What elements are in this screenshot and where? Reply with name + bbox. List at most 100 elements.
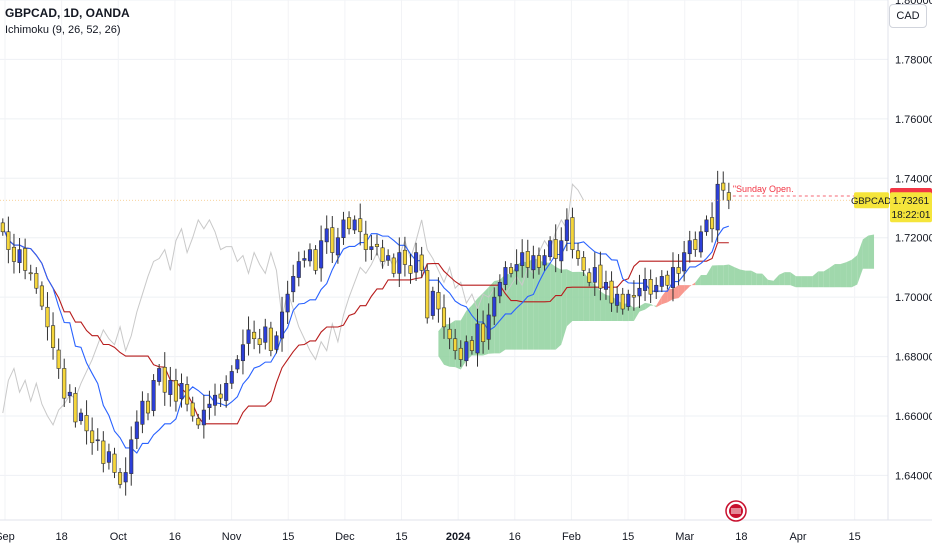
candle-body: [78, 412, 84, 422]
candle-body: [542, 255, 547, 266]
cloud-segment: [533, 258, 539, 350]
candle-body: [648, 279, 653, 295]
cloud-segment: [795, 276, 802, 288]
tradingview-logo-icon[interactable]: [725, 500, 747, 522]
candle: [620, 287, 625, 315]
candle-body: [140, 400, 145, 425]
candle: [84, 400, 89, 445]
candle-body: [386, 255, 391, 261]
candle-body: [134, 421, 139, 439]
candle-body: [514, 264, 519, 272]
candle: [296, 251, 301, 287]
candle: [39, 281, 44, 311]
time-tick-label: 16: [509, 531, 521, 543]
candle-body: [486, 314, 491, 340]
cloud-segment: [522, 261, 528, 350]
candle-body: [168, 380, 173, 395]
candle: [503, 261, 508, 291]
cloud-segment: [723, 264, 729, 286]
cloud-segment: [823, 267, 830, 288]
price-tick-label: 1.78000: [895, 54, 932, 66]
candle-body: [185, 384, 190, 405]
candle-body: [598, 264, 603, 289]
candle: [95, 428, 100, 451]
candle-body: [380, 247, 385, 262]
candle-body: [374, 243, 380, 247]
candle: [570, 207, 575, 259]
candle-body: [212, 394, 218, 406]
candle: [715, 170, 720, 243]
candle: [464, 335, 469, 367]
time-tick-label: 15: [395, 531, 407, 543]
cloud-segment: [555, 266, 562, 350]
cloud-segment: [505, 274, 512, 350]
candle-body: [581, 257, 586, 271]
time-tick-label: 15: [849, 531, 861, 543]
candle-body: [391, 257, 396, 274]
cloud-segment: [762, 273, 768, 286]
cloud-segment: [527, 258, 534, 350]
candle-body: [17, 249, 22, 263]
candle-body: [280, 311, 285, 339]
candle-body: [341, 219, 346, 239]
candle: [581, 251, 586, 277]
candle: [693, 231, 698, 257]
cloud-segment: [801, 276, 808, 288]
cloud-segment: [868, 234, 875, 269]
candle: [453, 328, 458, 360]
candle-body: [190, 402, 195, 417]
price-tick-label: 1.80000: [895, 0, 932, 7]
candle: [402, 236, 407, 277]
cloud-segment: [784, 272, 791, 286]
candle-body: [28, 272, 33, 275]
candle-body: [235, 359, 240, 370]
candle-body: [201, 409, 206, 426]
candle: [51, 312, 56, 360]
candle: [313, 245, 318, 275]
candle-body: [631, 295, 636, 298]
candle-body: [369, 246, 374, 250]
cloud-segment: [728, 264, 735, 286]
time-tick-label: Apr: [789, 531, 806, 543]
candle: [190, 396, 195, 422]
time-tick-label: 15: [622, 531, 634, 543]
candle-body: [73, 393, 78, 423]
candle-body: [670, 267, 676, 288]
candle-body: [726, 192, 731, 201]
candle: [419, 246, 424, 278]
cloud-segment: [650, 303, 657, 308]
candle: [335, 227, 340, 264]
candle: [62, 358, 67, 407]
cloud-segment: [589, 279, 595, 322]
candle: [704, 215, 709, 236]
candle: [224, 375, 229, 408]
candle: [90, 417, 95, 455]
candle-body: [101, 440, 106, 464]
candle-body: [162, 366, 167, 393]
candle-body: [62, 368, 67, 399]
indicator-legend[interactable]: Ichimoku (9, 26, 52, 26): [5, 24, 121, 36]
candle: [0, 218, 5, 236]
countdown-value: 18:22:01: [892, 210, 931, 221]
candle: [268, 321, 273, 357]
candle: [492, 287, 497, 325]
cloud-segment: [438, 324, 444, 365]
candle-body: [352, 219, 357, 231]
lagging-span-line: [2, 183, 585, 427]
candle: [6, 216, 11, 264]
candle-body: [553, 239, 558, 259]
currency-button[interactable]: CAD: [889, 4, 927, 28]
candle: [520, 239, 525, 278]
candle: [23, 238, 28, 280]
candle-body: [151, 380, 156, 411]
ichimoku-cloud: [438, 234, 875, 370]
candle-body: [106, 451, 111, 463]
candle-body: [112, 453, 117, 473]
candle-body: [447, 328, 452, 340]
candle: [45, 292, 50, 341]
candle: [481, 310, 486, 354]
candle-body: [123, 472, 128, 483]
cloud-segment: [751, 270, 757, 286]
candle-body: [436, 292, 441, 310]
